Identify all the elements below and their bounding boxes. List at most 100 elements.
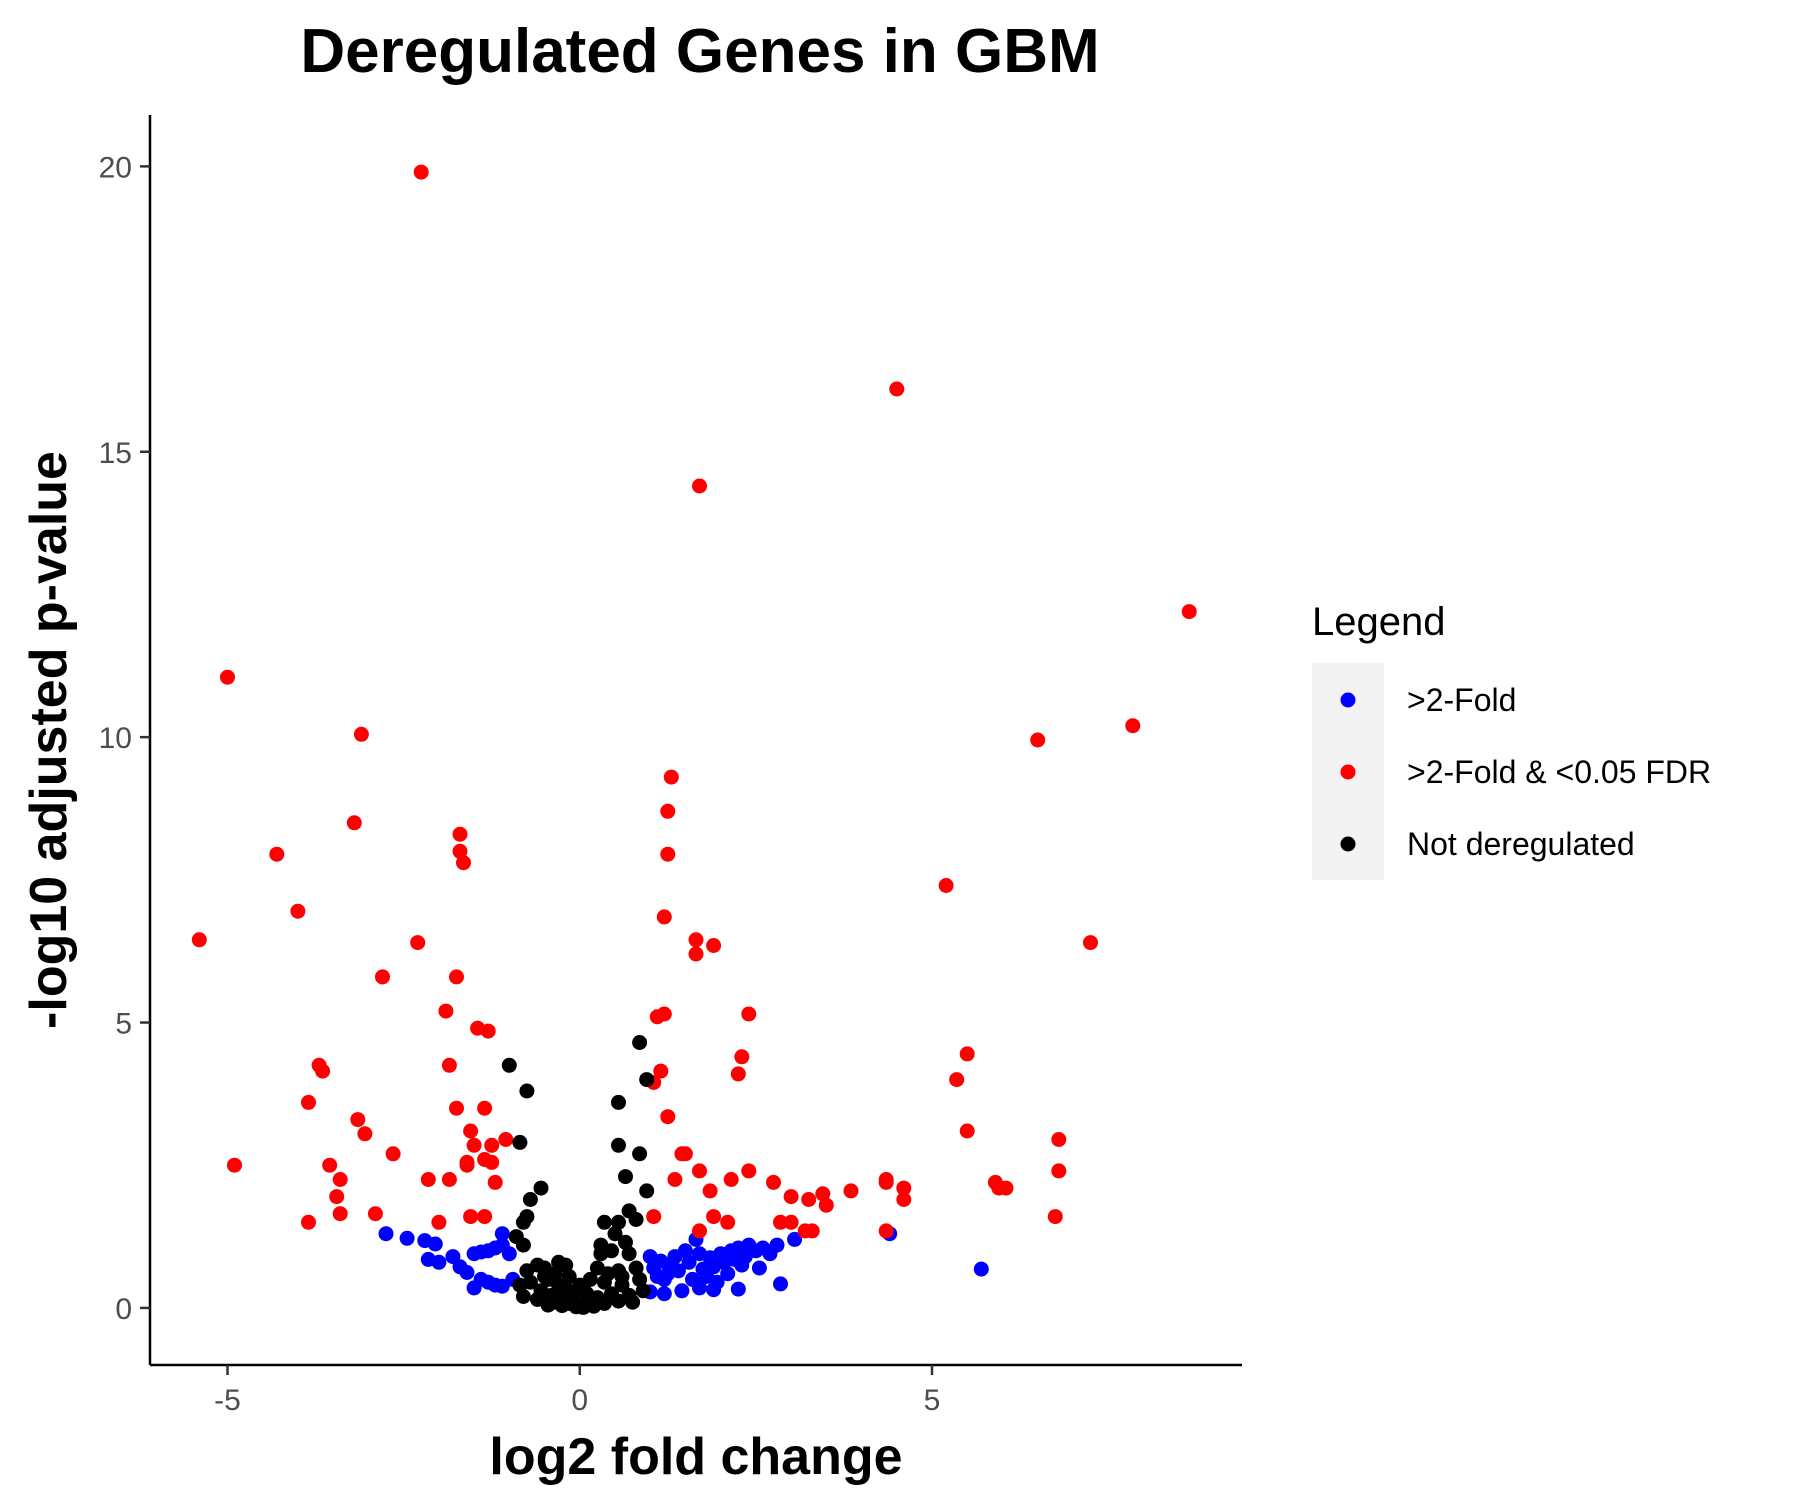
point-series-2-10 bbox=[522, 1192, 538, 1207]
point-series-1-1 bbox=[889, 381, 905, 397]
point-series-1-92 bbox=[706, 1209, 722, 1225]
point-series-1-101 bbox=[692, 1223, 707, 1239]
point-series-1-21 bbox=[688, 932, 704, 948]
point-series-1-43 bbox=[449, 1100, 464, 1116]
point-series-1-91 bbox=[646, 1209, 662, 1225]
point-series-1-15 bbox=[660, 846, 676, 862]
point-series-1-29 bbox=[656, 1006, 672, 1022]
point-series-2-5 bbox=[512, 1134, 528, 1150]
legend-label-1: >2-Fold & <0.05 FDR bbox=[1407, 754, 1711, 790]
point-series-2-11 bbox=[639, 1183, 655, 1199]
point-series-1-51 bbox=[466, 1137, 482, 1153]
point-series-0-56 bbox=[773, 1276, 788, 1292]
point-series-1-23 bbox=[688, 946, 704, 962]
point-series-1-30 bbox=[741, 1006, 757, 1022]
point-series-1-93 bbox=[720, 1214, 736, 1230]
point-series-1-89 bbox=[463, 1209, 479, 1225]
point-series-1-84 bbox=[818, 1197, 834, 1213]
point-series-1-14 bbox=[456, 855, 471, 871]
point-series-1-39 bbox=[730, 1066, 746, 1082]
point-series-1-19 bbox=[191, 932, 207, 948]
point-series-2-2 bbox=[632, 1035, 648, 1050]
point-series-0-57 bbox=[730, 1281, 746, 1297]
point-series-1-34 bbox=[734, 1049, 750, 1065]
point-series-1-69 bbox=[487, 1174, 503, 1190]
point-series-1-9 bbox=[346, 815, 362, 831]
point-series-1-61 bbox=[227, 1157, 242, 1173]
legend-title: Legend bbox=[1312, 600, 1445, 644]
y-axis-label: -log10 adjusted p-value bbox=[20, 451, 78, 1029]
point-series-0-5 bbox=[431, 1254, 447, 1270]
point-series-1-2 bbox=[692, 478, 707, 494]
point-series-0-3 bbox=[427, 1236, 443, 1252]
y-tick-label-3: 15 bbox=[99, 437, 132, 470]
point-series-1-102 bbox=[878, 1223, 894, 1239]
point-series-2-64 bbox=[554, 1298, 570, 1314]
point-series-1-16 bbox=[938, 878, 954, 893]
legend: Legend >2-Fold >2-Fold & <0.05 FDR Not der… bbox=[1312, 600, 1711, 880]
point-series-1-32 bbox=[480, 1023, 496, 1039]
point-series-2-3 bbox=[639, 1072, 655, 1088]
point-series-0-31 bbox=[677, 1243, 693, 1259]
point-series-2-17 bbox=[628, 1212, 644, 1227]
point-series-1-33 bbox=[959, 1046, 975, 1062]
legend-label-2: Not deregulated bbox=[1407, 826, 1635, 862]
point-series-2-42 bbox=[632, 1271, 648, 1287]
point-series-2-25 bbox=[621, 1246, 637, 1262]
point-series-2-69 bbox=[575, 1280, 591, 1296]
point-series-2-30 bbox=[558, 1257, 574, 1273]
point-series-1-24 bbox=[1083, 935, 1098, 951]
point-series-1-50 bbox=[1051, 1132, 1067, 1147]
point-series-1-22 bbox=[706, 938, 722, 953]
point-series-2-60 bbox=[540, 1297, 556, 1313]
point-series-0-1 bbox=[399, 1230, 415, 1246]
x-tick-label-1: 0 bbox=[571, 1384, 588, 1417]
point-series-2-67 bbox=[600, 1266, 616, 1282]
point-series-2-21 bbox=[618, 1234, 633, 1250]
y-tick-label-2: 10 bbox=[99, 722, 132, 755]
legend-items: >2-Fold >2-Fold & <0.05 FDR Not deregulate… bbox=[1340, 682, 1711, 862]
point-series-0-32 bbox=[681, 1254, 697, 1270]
legend-key-2 bbox=[1340, 836, 1356, 852]
point-series-1-54 bbox=[385, 1146, 401, 1162]
point-series-2-72 bbox=[558, 1280, 574, 1296]
point-series-1-81 bbox=[329, 1189, 345, 1205]
point-series-2-37 bbox=[561, 1269, 577, 1284]
point-series-0-62 bbox=[706, 1282, 722, 1298]
point-series-2-66 bbox=[515, 1289, 531, 1304]
point-series-1-7 bbox=[1030, 732, 1046, 748]
point-series-2-24 bbox=[593, 1246, 609, 1262]
point-series-1-65 bbox=[1051, 1163, 1067, 1179]
point-series-1-68 bbox=[441, 1172, 457, 1187]
point-series-1-70 bbox=[667, 1172, 683, 1187]
point-series-2-43 bbox=[512, 1277, 528, 1293]
point-series-1-78 bbox=[702, 1183, 718, 1199]
point-series-1-47 bbox=[463, 1123, 479, 1139]
point-series-1-44 bbox=[477, 1100, 493, 1116]
point-series-1-42 bbox=[301, 1094, 316, 1110]
point-series-1-46 bbox=[350, 1112, 366, 1128]
point-series-2-70 bbox=[537, 1269, 552, 1284]
point-series-1-63 bbox=[692, 1163, 707, 1179]
point-series-1-75 bbox=[878, 1174, 894, 1190]
point-series-0-60 bbox=[674, 1283, 690, 1299]
x-tick-label-0: -5 bbox=[214, 1384, 241, 1417]
chart-title: Deregulated Genes in GBM bbox=[300, 17, 1099, 86]
point-series-1-96 bbox=[431, 1214, 447, 1230]
point-series-2-52 bbox=[635, 1283, 651, 1299]
point-series-0-15 bbox=[501, 1246, 517, 1262]
y-tick-label-1: 5 bbox=[115, 1008, 132, 1041]
point-series-1-12 bbox=[269, 846, 285, 862]
point-series-1-45 bbox=[660, 1109, 676, 1125]
point-series-1-97 bbox=[783, 1214, 799, 1230]
point-series-1-82 bbox=[783, 1189, 799, 1205]
point-series-0-8 bbox=[459, 1265, 475, 1280]
point-series-2-63 bbox=[586, 1298, 602, 1314]
legend-key-0 bbox=[1340, 692, 1356, 708]
point-series-0-43 bbox=[720, 1266, 736, 1282]
point-series-1-71 bbox=[723, 1172, 739, 1187]
point-series-1-62 bbox=[459, 1157, 475, 1173]
y-tick-label-4: 20 bbox=[99, 151, 132, 184]
point-series-1-64 bbox=[741, 1163, 757, 1179]
point-series-1-52 bbox=[484, 1137, 500, 1153]
